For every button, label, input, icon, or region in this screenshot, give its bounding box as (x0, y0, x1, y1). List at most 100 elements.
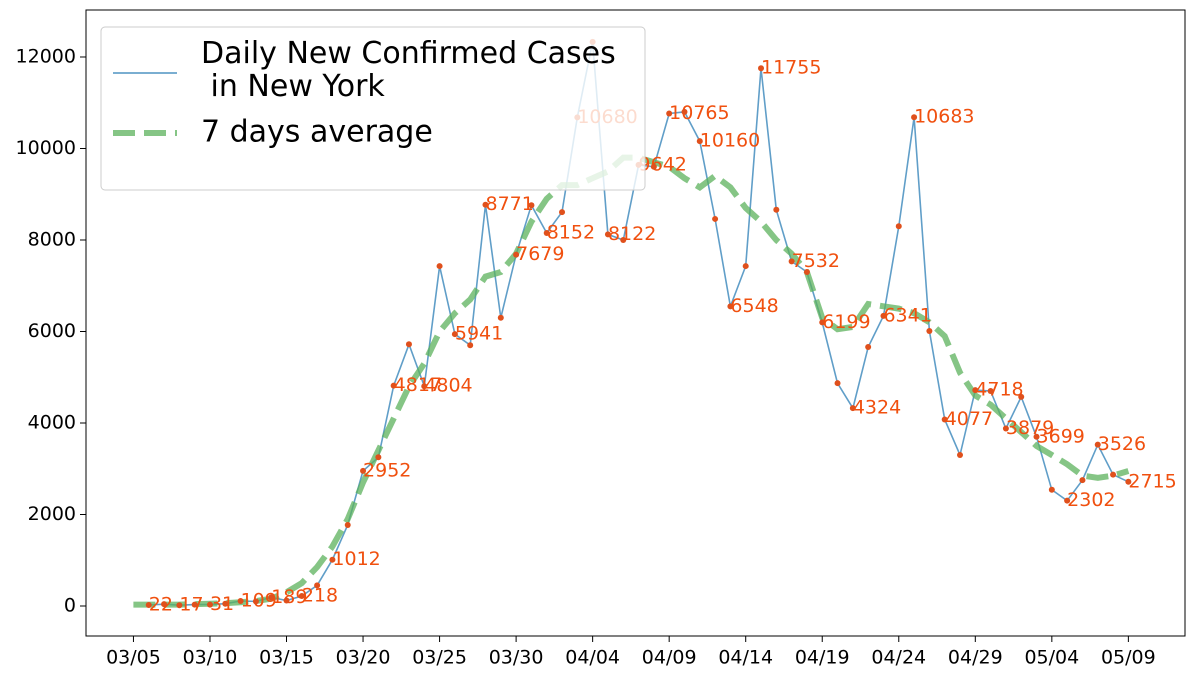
value-label: 7679 (516, 243, 564, 265)
point (283, 597, 290, 604)
point (880, 312, 887, 319)
point (329, 556, 336, 563)
point (451, 331, 458, 338)
value-label: 4077 (945, 408, 993, 430)
x-tick-label: 05/09 (1101, 647, 1156, 669)
point (161, 601, 168, 608)
x-tick-label: 04/04 (565, 647, 620, 669)
point (543, 230, 550, 237)
value-label: 2715 (1128, 470, 1176, 492)
point (482, 201, 489, 208)
value-label: 218 (302, 585, 338, 607)
point (696, 138, 703, 145)
point (314, 582, 321, 589)
plot-frame (85, 9, 1186, 637)
value-label: 17 (179, 594, 203, 616)
y-tick-label: 4000 (28, 411, 76, 433)
point (727, 303, 734, 310)
value-label: 8122 (608, 223, 656, 245)
value-label: 6199 (822, 311, 870, 333)
x-tick-label: 03/15 (259, 647, 314, 669)
legend-label: Daily New Confirmed Cases in New York (201, 36, 616, 104)
value-label: 4718 (975, 379, 1023, 401)
y-tick-label: 2000 (28, 503, 76, 525)
point (497, 314, 504, 321)
point (773, 206, 780, 213)
legend-label: 7 days average (201, 115, 433, 150)
value-label: 4804 (424, 375, 472, 397)
x-tick-label: 03/20 (336, 647, 391, 669)
value-label: 3699 (1037, 425, 1085, 447)
point (604, 231, 611, 238)
x-tick-label: 04/14 (718, 647, 773, 669)
point (375, 454, 382, 461)
point (360, 467, 367, 474)
point (344, 522, 351, 529)
point (1094, 441, 1101, 448)
point (834, 380, 841, 387)
point (819, 319, 826, 326)
point (268, 594, 275, 601)
value-label: 8152 (547, 222, 595, 244)
point (666, 110, 673, 117)
point (145, 601, 152, 608)
point (467, 342, 474, 349)
point (681, 108, 688, 115)
value-label: 31 (210, 593, 234, 615)
point (650, 163, 657, 170)
point (1079, 477, 1086, 484)
point (803, 269, 810, 276)
y-tick-label: 12000 (16, 45, 76, 67)
value-label: 6341 (883, 304, 931, 326)
value-label: 22 (149, 593, 173, 615)
point (176, 602, 183, 609)
x-tick-label: 04/29 (948, 647, 1003, 669)
point (390, 382, 397, 389)
point (956, 452, 963, 459)
point (436, 263, 443, 270)
point (926, 328, 933, 335)
point (849, 405, 856, 412)
point (895, 223, 902, 230)
value-label: 1012 (332, 548, 380, 570)
point (911, 114, 918, 121)
x-tick-label: 04/19 (795, 647, 850, 669)
point (513, 251, 520, 258)
point (712, 215, 719, 222)
value-label: 8771 (485, 193, 533, 215)
point (1064, 497, 1071, 504)
point (865, 344, 872, 351)
x-tick-label: 05/04 (1024, 647, 1079, 669)
point (206, 601, 213, 608)
x-tick-label: 03/10 (183, 647, 238, 669)
point (559, 209, 566, 216)
point (405, 341, 412, 348)
y-tick-label: 8000 (28, 228, 76, 250)
x-tick-label: 03/30 (489, 647, 544, 669)
x-tick-label: 03/25 (412, 647, 467, 669)
value-label: 4324 (853, 397, 901, 419)
value-label: 11755 (761, 57, 821, 79)
value-label: 10160 (700, 130, 760, 152)
point (191, 601, 198, 608)
point (528, 202, 535, 209)
value-label: 5941 (455, 323, 503, 345)
value-label: 2952 (363, 459, 411, 481)
legend-box (100, 26, 646, 191)
point (252, 598, 259, 605)
value-label: 3526 (1098, 433, 1146, 455)
point (1002, 425, 1009, 432)
point (1125, 478, 1132, 485)
point (1110, 471, 1117, 478)
value-label: 9642 (639, 153, 687, 175)
x-tick-label: 04/09 (642, 647, 697, 669)
y-tick-label: 0 (64, 594, 76, 616)
y-tick-label: 10000 (16, 137, 76, 159)
point (1033, 433, 1040, 440)
value-label: 6548 (730, 295, 778, 317)
x-tick-label: 04/24 (871, 647, 926, 669)
value-label: 3879 (1006, 417, 1054, 439)
point (972, 387, 979, 394)
value-label: 7532 (792, 250, 840, 272)
